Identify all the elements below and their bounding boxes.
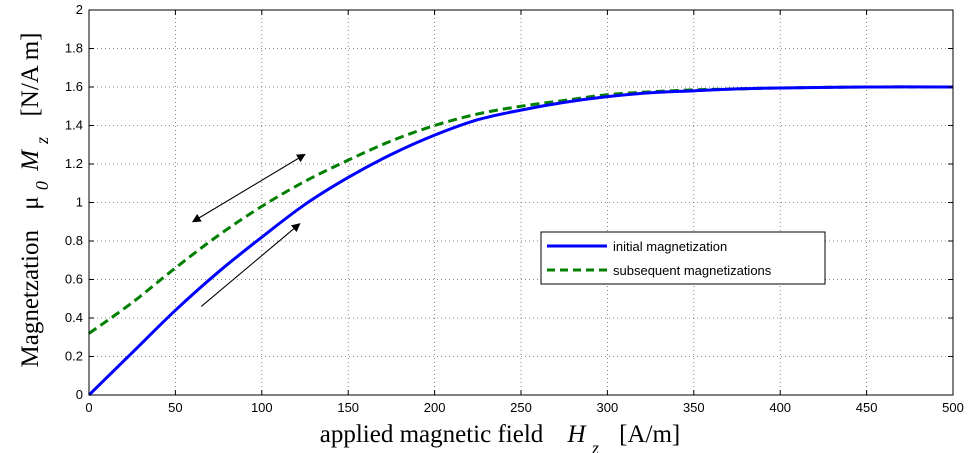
x-axis-label: applied magnetic field H z [A/m]: [320, 421, 680, 453]
legend-box: [540, 231, 826, 285]
x-axis-symbol: H: [567, 421, 588, 448]
x-tick-label: 0: [85, 400, 92, 415]
y-axis-mu: μ: [17, 196, 44, 209]
legend-label-initial: initial magnetization: [613, 239, 727, 254]
x-tick-label: 150: [337, 400, 359, 415]
y-axis-subscript: z: [32, 137, 52, 145]
x-tick-label: 400: [769, 400, 791, 415]
double-arrow-annotation: [191, 153, 306, 223]
y-tick-label: 1.8: [65, 41, 83, 56]
x-axis-subscript: z: [591, 438, 599, 453]
y-tick-label: 0.8: [65, 233, 83, 248]
x-tick-label: 500: [942, 400, 964, 415]
series-lines: [87, 85, 954, 397]
y-axis-symbol: M: [17, 149, 44, 172]
x-tick-label: 450: [856, 400, 878, 415]
y-tick-label: 1.4: [65, 118, 83, 133]
grid-lines: [89, 10, 953, 395]
x-tick-label: 200: [424, 400, 446, 415]
x-axis-unit: [A/m]: [619, 421, 680, 448]
x-tick-label: 300: [597, 400, 619, 415]
x-axis-label-prefix: applied magnetic field: [320, 421, 544, 448]
y-tick-label: 0.2: [65, 349, 83, 364]
y-tick-label: 1.6: [65, 79, 83, 94]
y-tick-label: 0.6: [65, 272, 83, 287]
y-tick-label: 2: [76, 2, 83, 17]
x-tick-label: 100: [251, 400, 273, 415]
tick-marks: [88, 9, 954, 396]
series-line-initial: [87, 85, 954, 397]
y-tick-label: 1: [76, 195, 83, 210]
legend: initial magnetization subsequent magneti…: [540, 231, 826, 285]
legend-label-subsequent: subsequent magnetizations: [613, 263, 772, 278]
tick-labels: 0 50 100 150 200 250 300 350 400 450 500 0 0.2 0.4 0.6…: [65, 2, 964, 415]
annotation-arrows: [191, 153, 306, 307]
x-tick-label: 50: [168, 400, 182, 415]
y-axis-unit: [N/A m]: [17, 33, 44, 117]
y-axis-label-prefix: Magnetzation: [17, 230, 44, 368]
y-tick-label: 1.2: [65, 156, 83, 171]
y-axis-mu-subscript: 0: [32, 181, 52, 190]
x-tick-label: 250: [510, 400, 532, 415]
y-tick-label: 0.4: [65, 310, 83, 325]
arrow-annotation: [200, 223, 301, 307]
y-axis-label: Magnetzation μ 0 M z [N/A m]: [17, 33, 54, 368]
x-tick-label: 350: [683, 400, 705, 415]
y-tick-label: 0: [76, 387, 83, 402]
